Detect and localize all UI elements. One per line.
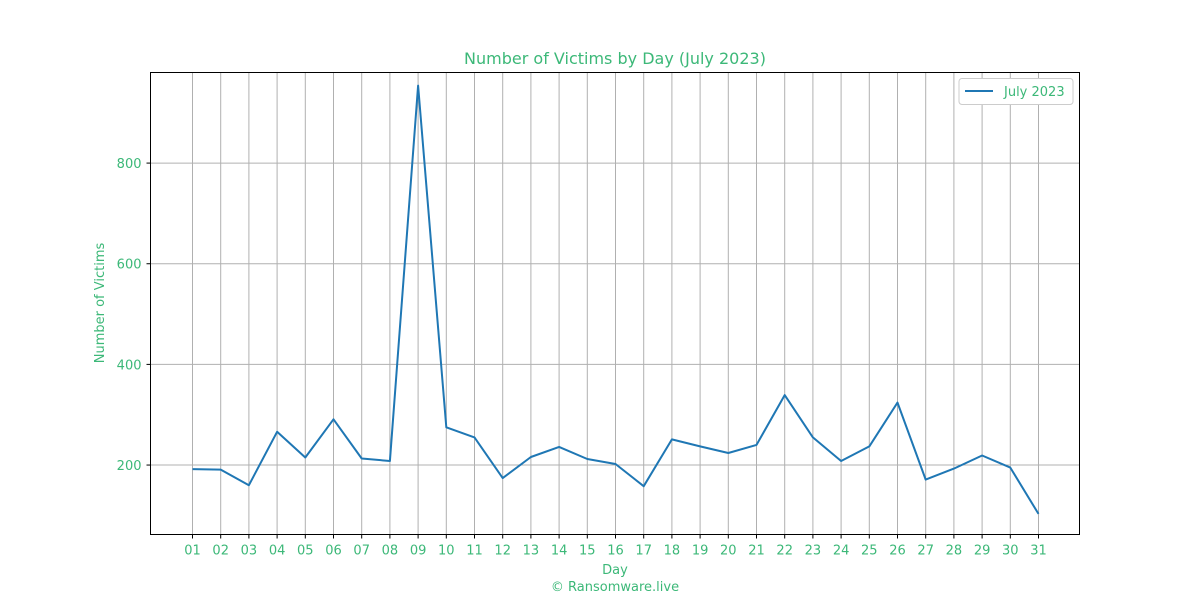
- x-tick-label: 28: [946, 544, 963, 559]
- x-tick-label: 16: [607, 544, 624, 559]
- x-tick-label: 23: [805, 544, 822, 559]
- x-tick-label: 19: [692, 544, 709, 559]
- x-tick-label: 13: [523, 544, 540, 559]
- x-tick-label: 05: [297, 544, 314, 559]
- legend: July 2023: [958, 78, 1074, 105]
- x-tick-label: 31: [1030, 544, 1047, 559]
- x-tick-label: 04: [269, 544, 286, 559]
- series-line: [192, 84, 1040, 515]
- grid: [150, 72, 1080, 535]
- footer-credit: © Ransomware.live: [551, 580, 679, 595]
- y-tick-label: 800: [117, 157, 142, 172]
- x-tick-label: 07: [353, 544, 370, 559]
- x-tick-label: 18: [664, 544, 681, 559]
- x-tick-label: 26: [889, 544, 906, 559]
- y-tick-label: 200: [117, 459, 142, 474]
- x-tick-label: 01: [184, 544, 201, 559]
- x-tick-label: 09: [410, 544, 427, 559]
- x-tick-label: 15: [579, 544, 596, 559]
- x-tick-label: 11: [466, 544, 483, 559]
- x-tick-label: 08: [382, 544, 399, 559]
- x-tick-label: 27: [917, 544, 934, 559]
- x-tick-label: 24: [833, 544, 850, 559]
- x-tick-label: 21: [748, 544, 765, 559]
- x-tick-label: 14: [551, 544, 568, 559]
- y-tick-label: 400: [117, 358, 142, 373]
- x-tick-label: 22: [776, 544, 793, 559]
- x-tick-label: 25: [861, 544, 878, 559]
- x-axis: 01 02 03 04 05 06 07 08 09 10 11 12 13 14 15 16 17 18 19 20…: [184, 534, 1047, 559]
- x-axis-label: Day: [602, 563, 628, 578]
- x-tick-label: 12: [494, 544, 511, 559]
- y-axis: 200 400 600 800: [117, 157, 151, 474]
- y-tick-label: 600: [117, 258, 142, 273]
- series-layer: [192, 84, 1040, 515]
- x-tick-label: 06: [325, 544, 342, 559]
- x-tick-label: 10: [438, 544, 455, 559]
- x-tick-label: 03: [241, 544, 258, 559]
- x-tick-label: 30: [1002, 544, 1019, 559]
- x-tick-label: 29: [974, 544, 991, 559]
- x-tick-label: 02: [212, 544, 229, 559]
- x-tick-label: 17: [635, 544, 652, 559]
- x-tick-label: 20: [720, 544, 737, 559]
- chart-title: Number of Victims by Day (July 2023): [464, 49, 766, 68]
- y-axis-label: Number of Victims: [93, 243, 108, 364]
- legend-label: July 2023: [1003, 85, 1065, 100]
- legend-box: [958, 78, 1074, 105]
